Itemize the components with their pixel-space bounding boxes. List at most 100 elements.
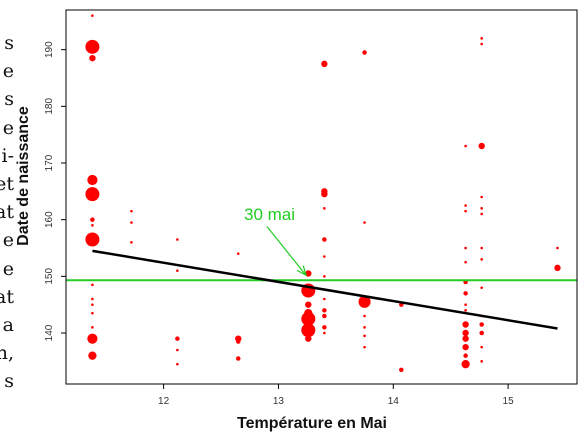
margin-text-fragment: e	[2, 257, 14, 280]
data-point	[301, 323, 316, 338]
data-point	[176, 238, 179, 241]
data-point	[176, 348, 179, 352]
data-point	[90, 217, 95, 222]
y-axis-title: Date de naissance	[15, 106, 32, 246]
data-point	[235, 339, 241, 344]
data-point	[363, 221, 366, 224]
margin-text-fragment: e	[2, 116, 14, 139]
data-point	[480, 286, 483, 289]
data-point	[480, 195, 483, 199]
margin-text-column: s e s e i-et at e e at a n, s	[0, 0, 14, 434]
data-point	[323, 331, 326, 335]
data-point	[130, 241, 133, 244]
data-point	[480, 345, 483, 349]
y-tick-label: 150	[44, 268, 55, 285]
annotation-arrow-head	[296, 265, 307, 277]
data-point	[85, 232, 100, 247]
margin-text-fragment: i-	[1, 144, 15, 167]
data-point	[322, 313, 327, 319]
x-tick-label: 13	[273, 396, 285, 407]
data-point	[480, 258, 483, 261]
points-layer	[85, 14, 561, 373]
y-tick-label: 170	[44, 154, 55, 171]
data-point	[464, 260, 467, 264]
data-point	[321, 190, 328, 198]
data-point	[464, 144, 467, 148]
data-point	[363, 345, 366, 349]
margin-text-fragment: s	[4, 370, 14, 393]
data-point	[323, 297, 326, 301]
annotation-label: 30 mai	[244, 205, 295, 224]
data-point	[176, 269, 179, 272]
data-point	[323, 275, 326, 278]
data-point	[91, 303, 94, 306]
margin-text-fragment: s	[4, 32, 14, 54]
data-point	[176, 362, 179, 366]
data-point	[323, 207, 326, 210]
margin-text-fragment: a	[2, 314, 14, 336]
data-point	[88, 351, 97, 360]
margin-text-fragment: et	[0, 173, 14, 195]
data-point	[554, 264, 561, 272]
x-tick-label: 14	[388, 396, 400, 407]
data-point	[464, 246, 467, 250]
margin-text-fragment: e	[2, 60, 14, 83]
margin-text-fragment: n,	[0, 342, 14, 365]
data-point	[480, 42, 483, 46]
data-point	[175, 336, 180, 341]
data-point	[305, 270, 312, 277]
data-point	[235, 356, 241, 361]
y-tick-label: 180	[44, 98, 55, 115]
data-point	[399, 367, 404, 373]
data-point	[462, 343, 469, 351]
y-tick-label: 160	[44, 211, 55, 228]
data-point	[464, 303, 467, 306]
data-point	[556, 246, 559, 250]
margin-text-fragment: e	[2, 229, 14, 252]
data-point	[463, 353, 468, 358]
data-point	[480, 207, 483, 210]
data-point	[85, 187, 100, 202]
data-point	[363, 314, 366, 318]
y-tick-label: 140	[44, 324, 55, 341]
axes-layer: 12 13 14 15 140 150 160 170 180 190	[44, 9, 578, 407]
data-point	[322, 308, 327, 313]
margin-text-fragment: at	[0, 201, 14, 224]
data-point	[462, 335, 469, 342]
data-point	[480, 360, 483, 363]
data-point	[480, 37, 483, 40]
data-point	[130, 209, 133, 213]
data-point	[362, 50, 367, 55]
data-point	[91, 14, 94, 17]
data-point	[305, 335, 312, 342]
data-point	[479, 330, 484, 336]
data-point	[480, 212, 483, 216]
data-point	[464, 204, 467, 207]
data-point	[358, 295, 371, 308]
lines-layer: 30 mai	[66, 205, 577, 330]
data-point	[464, 309, 467, 312]
data-point	[91, 297, 94, 301]
data-point	[479, 322, 484, 327]
data-point	[463, 291, 468, 296]
data-point	[363, 326, 366, 329]
margin-text-fragment: at	[0, 285, 14, 308]
margin-text-fragment: s	[4, 88, 14, 111]
regression-line	[92, 249, 558, 330]
data-point	[462, 321, 469, 328]
y-tick-label: 190	[44, 41, 55, 58]
data-point	[462, 329, 469, 337]
plot-frame	[65, 9, 578, 385]
data-point	[91, 311, 94, 315]
annotation-arrow-shaft	[266, 226, 307, 276]
data-point	[321, 60, 328, 68]
data-point	[130, 221, 133, 224]
data-point	[464, 209, 467, 213]
data-point	[85, 39, 100, 54]
data-point	[480, 246, 483, 250]
data-point	[91, 326, 94, 329]
data-point	[89, 54, 96, 62]
data-point	[91, 224, 94, 227]
data-point	[91, 283, 94, 287]
